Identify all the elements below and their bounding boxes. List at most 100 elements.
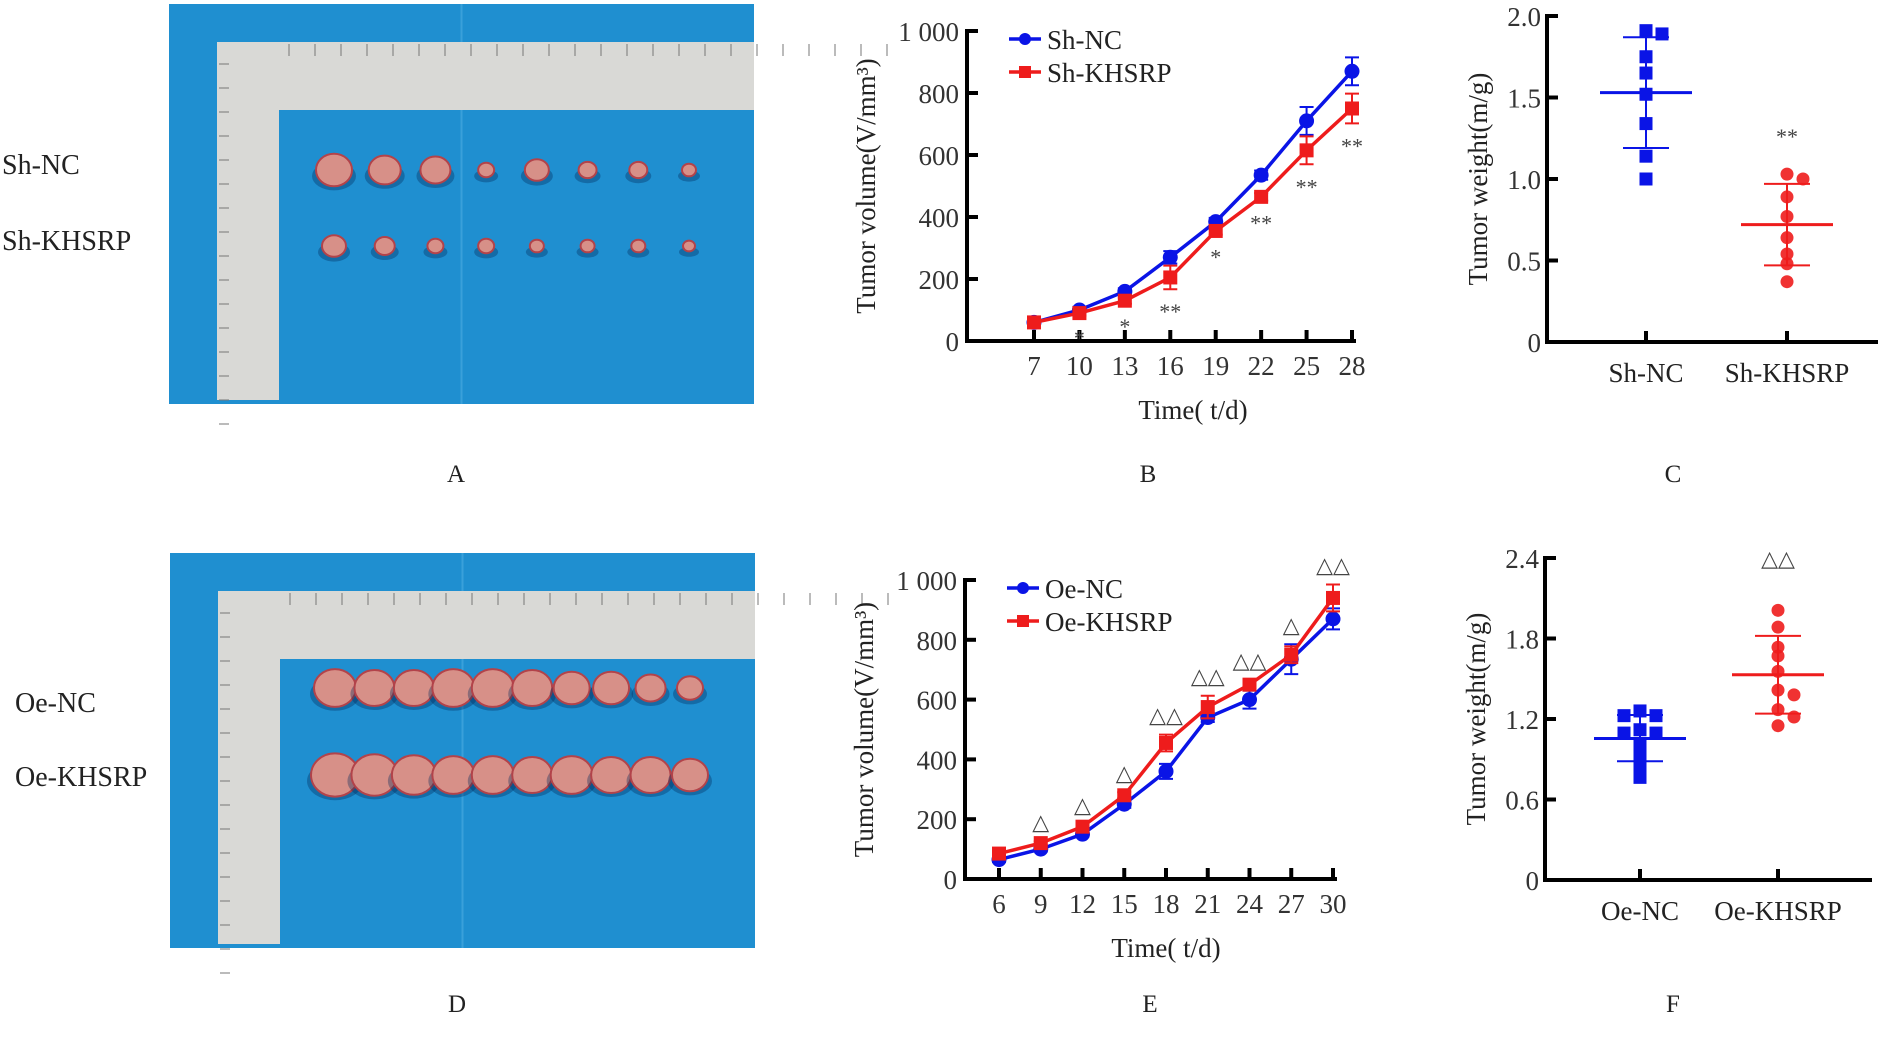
tumor <box>367 154 402 186</box>
tumor <box>511 669 554 707</box>
x-tick-label: 21 <box>1194 889 1221 919</box>
data-point <box>1780 209 1794 223</box>
row-label-oe-nc: Oe-NC <box>15 688 96 719</box>
tumor <box>477 161 496 179</box>
data-point <box>1284 647 1299 662</box>
significance-marker: △△ <box>1761 546 1795 571</box>
data-point <box>1780 247 1794 261</box>
data-point <box>1639 24 1653 38</box>
series-line-sh-nc <box>1033 70 1354 325</box>
tumor <box>528 238 545 254</box>
data-point <box>1633 723 1647 737</box>
panel-letter-b: B <box>1140 461 1157 488</box>
y-tick-label: 0 <box>1528 328 1542 358</box>
data-point <box>1633 770 1647 784</box>
data-point <box>1771 703 1785 717</box>
panel-letter-e: E <box>1142 991 1157 1018</box>
data-point <box>1254 189 1269 204</box>
tumor <box>431 668 476 708</box>
significance-marker: △△ <box>1316 552 1350 577</box>
y-tick-label: 1.8 <box>1505 625 1539 655</box>
data-point <box>1159 735 1173 750</box>
legend-marker <box>1017 582 1029 594</box>
x-tick-label: 10 <box>1066 351 1093 381</box>
legend-marker <box>1017 615 1029 627</box>
x-tick-label: 25 <box>1293 351 1320 381</box>
significance-marker: △△ <box>1191 664 1225 689</box>
data-point <box>1242 677 1257 692</box>
panel-letter-f: F <box>1666 991 1680 1018</box>
ruler-horizontal <box>218 591 755 659</box>
data-point <box>1072 306 1087 321</box>
data-point <box>1299 143 1314 158</box>
significance-marker: ** <box>1250 211 1272 236</box>
x-tick-label: Oe-NC <box>1601 896 1679 926</box>
data-point <box>1117 293 1132 308</box>
x-tick-label: 13 <box>1111 351 1138 381</box>
chart-f-tumor-weight-oe: 0 0.6 1.2 1.8 2.4 Tumor weight(m/g) Oe-NC Oe-KH… <box>1461 544 1872 926</box>
significance-marker: △ <box>1032 809 1049 834</box>
x-tick-label: Oe-KHSRP <box>1714 896 1842 926</box>
tumor <box>321 234 347 258</box>
y-tick-label: 0 <box>1526 866 1540 896</box>
legend-label: Sh-NC <box>1047 25 1122 55</box>
data-point <box>1796 172 1810 186</box>
y-tick-label: 0 <box>946 327 960 357</box>
x-tick-label: 30 <box>1320 889 1347 919</box>
data-point <box>1649 709 1663 723</box>
x-tick-label: 12 <box>1069 889 1096 919</box>
data-point <box>1639 66 1653 80</box>
tumor <box>470 755 515 795</box>
data-point <box>1299 113 1315 129</box>
tumor-photo-sh <box>169 4 888 425</box>
tumor <box>353 669 396 707</box>
tumor <box>590 756 633 794</box>
significance-marker: ** <box>1159 299 1181 324</box>
x-axis-label: Time( t/d) <box>1111 933 1220 963</box>
x-tick-label: 18 <box>1153 889 1180 919</box>
tumor <box>681 162 697 178</box>
y-tick-label: 0 <box>944 865 958 895</box>
chart-c-tumor-weight-sh: 0 0.5 1.0 1.5 2.0 Tumor weight(m/g) Sh-NC Sh-KH… <box>1463 2 1878 388</box>
data-point <box>1787 710 1801 724</box>
tumor <box>426 237 445 255</box>
tumor <box>390 754 437 796</box>
ruler-horizontal <box>217 42 754 110</box>
data-point <box>1780 275 1794 289</box>
data-point <box>1639 149 1653 163</box>
data-point <box>1655 27 1669 41</box>
significance-marker: * <box>1119 314 1130 339</box>
y-tick-label: 200 <box>917 805 958 835</box>
panel-letter-a: A <box>447 461 465 488</box>
y-tick-label: 800 <box>917 626 958 656</box>
significance-marker: △ <box>1116 760 1133 785</box>
x-axis-label: Time( t/d) <box>1138 395 1247 425</box>
tumor-photo-oe <box>170 553 889 974</box>
tumor <box>477 237 496 255</box>
data-point <box>1242 692 1257 708</box>
data-point <box>1325 611 1341 627</box>
tumor <box>676 675 704 701</box>
y-tick-label: 600 <box>919 141 960 171</box>
significance-marker: ** <box>1296 174 1318 199</box>
data-point <box>1780 190 1794 204</box>
significance-marker: * <box>1210 245 1221 270</box>
x-tick-label: 28 <box>1339 351 1366 381</box>
data-point <box>1771 603 1785 617</box>
tumor <box>671 757 709 793</box>
data-point <box>992 846 1006 861</box>
tumor <box>549 755 594 795</box>
y-tick-label: 400 <box>919 203 960 233</box>
tumor <box>579 238 596 254</box>
y-tick-label: 2.4 <box>1505 544 1539 574</box>
data-point <box>1649 726 1663 740</box>
data-point <box>1345 101 1359 116</box>
y-tick-label: 2.0 <box>1507 2 1541 32</box>
tumor <box>511 756 554 794</box>
tumor <box>431 755 476 795</box>
tumor <box>392 669 435 707</box>
data-point <box>1208 223 1223 238</box>
data-point <box>1639 87 1653 101</box>
data-point <box>1163 270 1178 285</box>
y-tick-label: 600 <box>917 686 958 716</box>
